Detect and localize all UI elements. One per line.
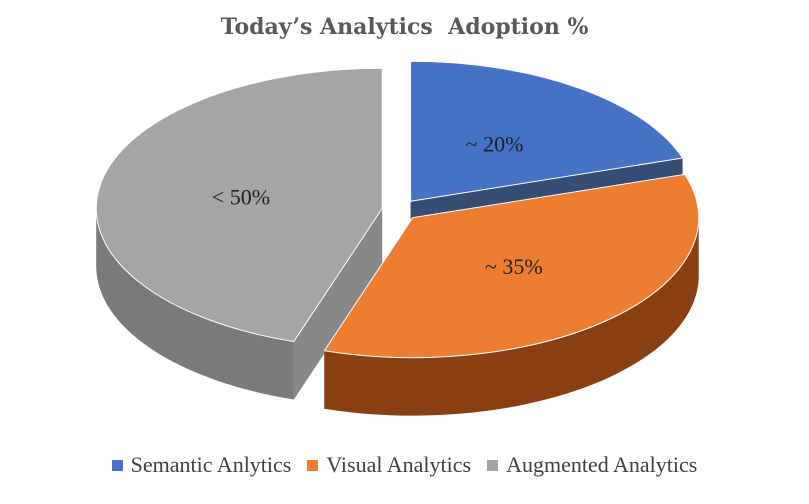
- slice-face-2-0: [293, 208, 383, 400]
- slice-side-2: [96, 208, 294, 400]
- pie-tops: [95, 60, 700, 359]
- slice-2: [95, 67, 383, 343]
- legend-label: Augmented Analytics: [506, 452, 698, 477]
- slice-side-1: [324, 217, 699, 416]
- legend-swatch: [307, 459, 319, 471]
- legend-item-visual: Visual Analytics: [307, 452, 471, 478]
- slice-label-1: ~ 35%: [485, 254, 543, 279]
- slice-1: [323, 173, 700, 359]
- legend: Semantic Anlytics Visual Analytics Augme…: [0, 452, 809, 478]
- legend-swatch: [111, 459, 123, 471]
- legend-swatch: [487, 459, 499, 471]
- chart-title: Today’s Analytics Adoption %: [220, 14, 589, 40]
- pie-labels: ~ 20% ~ 35% < 50%: [212, 132, 543, 280]
- legend-label: Visual Analytics: [326, 452, 472, 477]
- legend-item-semantic: Semantic Anlytics: [111, 452, 292, 478]
- slice-label-0: ~ 20%: [466, 132, 524, 157]
- slice-label-2: < 50%: [212, 184, 270, 209]
- slice-0: [410, 60, 684, 202]
- legend-label: Semantic Anlytics: [130, 452, 292, 477]
- legend-item-augmented: Augmented Analytics: [487, 452, 697, 478]
